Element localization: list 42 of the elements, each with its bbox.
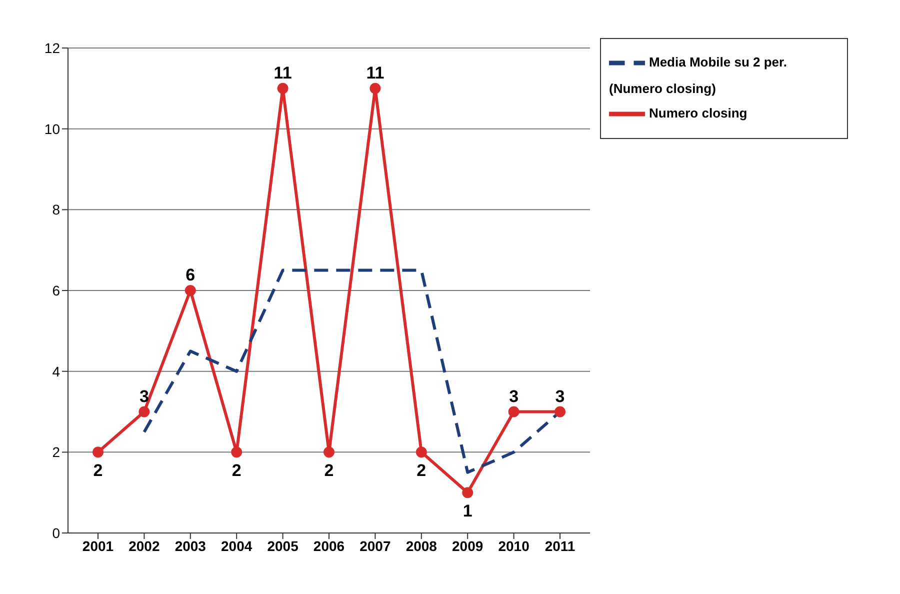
y-tick-label: 4 [52,363,60,380]
y-tick-label: 6 [52,282,60,298]
x-tick-label: 2009 [452,538,484,554]
point [92,446,104,458]
data-label: 2 [324,461,334,480]
data-label: 11 [366,63,384,82]
data-label: 3 [139,386,149,406]
point [370,82,381,94]
data-label: 11 [274,63,292,82]
y-tick-label: 12 [44,40,60,56]
x-tick-label: 2006 [313,538,345,554]
point [324,446,334,458]
data-label: 3 [509,386,519,406]
x-tick-label: 2004 [221,538,252,554]
y-tick-label: 2 [52,444,60,460]
x-tick-label: 2008 [406,538,438,554]
x-tick-label: 2011 [544,538,576,554]
y-tick-label: 10 [44,120,60,137]
data-label: 2 [93,461,103,480]
point [184,285,196,296]
x-tick-label: 2010 [498,538,530,554]
y-tick-label: 0 [52,524,60,541]
x-tick-label: 2002 [128,538,160,554]
point [508,406,520,418]
data-label: 2 [416,461,426,480]
data-label: 6 [186,266,196,284]
x-tick-label: 2007 [360,538,391,554]
data-label: 2 [232,461,242,480]
data-label: 3 [555,386,565,406]
legend-label: Numero closing [649,105,748,120]
x-tick-label: 2003 [174,538,206,554]
y-tick-label: 8 [52,202,60,218]
point [462,487,474,498]
point [138,406,150,418]
point [231,446,242,458]
x-tick-label: 2005 [267,538,299,554]
point [277,82,288,94]
data-label: 1 [462,502,472,521]
point [416,446,427,458]
legend-label: Media Mobile su 2 per. (Numero closing) [609,54,787,96]
x-tick-label: 2001 [82,538,114,554]
point [554,406,566,418]
